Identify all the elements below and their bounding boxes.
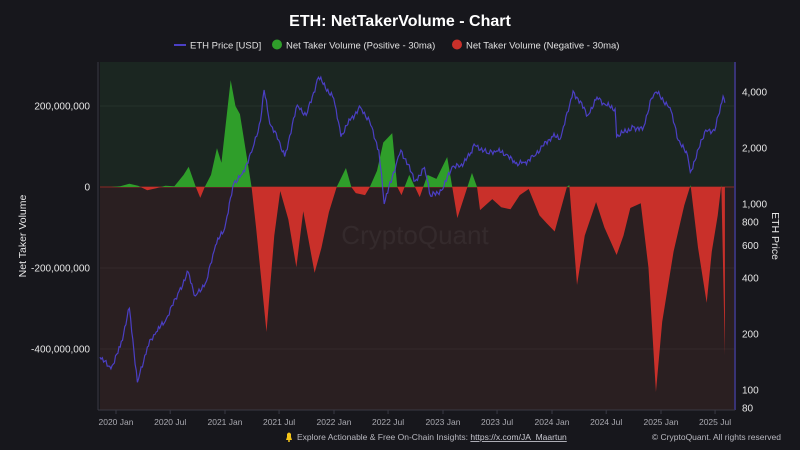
bell-icon	[286, 432, 292, 442]
positive-dot-icon	[272, 39, 282, 50]
x-axis-ticks: 2020 Jan 2020 Jul 2021 Jan 2021 Jul 2022 Jan…	[99, 410, 731, 427]
legend-item-positive[interactable]: Net Taker Volume (Positive - 30ma)	[272, 39, 435, 52]
x-tick-label: 2021 Jan	[208, 417, 243, 427]
eth-price-line	[99, 75, 726, 383]
legend-label-positive: Net Taker Volume (Positive - 30ma)	[286, 41, 435, 52]
legend-item-price[interactable]: ETH Price [USD]	[174, 41, 261, 52]
negative-volume-area	[99, 187, 725, 392]
left-axis-ticks: 200,000,000 0 -200,000,000 -400,000,000	[31, 102, 90, 356]
x-tick-label: 2024 Jul	[590, 417, 622, 427]
footer: Explore Actionable & Free On-Chain Insig…	[286, 432, 781, 442]
legend-label-price: ETH Price [USD]	[190, 41, 261, 52]
left-tick-label: -400,000,000	[31, 345, 90, 356]
right-tick-label: 100	[742, 386, 759, 397]
positive-zone	[100, 62, 734, 187]
legend-item-negative[interactable]: Net Taker Volume (Negative - 30ma)	[452, 39, 619, 52]
right-tick-label: 2,000	[742, 144, 767, 155]
right-tick-label: 800	[742, 218, 759, 229]
watermark: CryptoQuant	[341, 220, 489, 250]
right-axis-title: ETH Price	[769, 212, 781, 260]
legend: ETH Price [USD] Net Taker Volume (Positi…	[174, 39, 619, 52]
left-tick-label: -200,000,000	[31, 264, 90, 275]
footer-copyright: © CryptoQuant. All rights reserved	[652, 432, 781, 442]
negative-dot-icon	[452, 39, 462, 50]
x-tick-label: 2025 Jul	[699, 417, 731, 427]
positive-volume-area	[99, 80, 725, 187]
footer-promo-link[interactable]: https://x.com/JA_Maartun	[470, 432, 567, 442]
negative-zone	[100, 187, 734, 410]
left-tick-label: 200,000,000	[34, 102, 90, 113]
x-tick-label: 2025 Jan	[644, 417, 679, 427]
right-tick-label: 200	[742, 330, 759, 341]
chart-title: ETH: NetTakerVolume - Chart	[289, 13, 511, 30]
footer-promo-text: Explore Actionable & Free On-Chain Insig…	[297, 432, 470, 442]
x-tick-label: 2021 Jul	[263, 417, 295, 427]
right-tick-label: 4,000	[742, 88, 767, 99]
footer-promo: Explore Actionable & Free On-Chain Insig…	[297, 432, 567, 442]
right-tick-label: 80	[742, 404, 754, 415]
right-tick-label: 600	[742, 241, 759, 252]
x-tick-label: 2022 Jul	[372, 417, 404, 427]
x-tick-label: 2020 Jul	[154, 417, 186, 427]
x-tick-label: 2022 Jan	[317, 417, 352, 427]
legend-label-negative: Net Taker Volume (Negative - 30ma)	[466, 41, 619, 52]
x-tick-label: 2023 Jan	[426, 417, 461, 427]
x-tick-label: 2024 Jan	[535, 417, 570, 427]
x-tick-label: 2023 Jul	[481, 417, 513, 427]
right-axis-ticks: 4,000 2,000 1,000 800 600 400 200 100 80	[742, 88, 767, 415]
left-axis-title: Net Taker Volume	[17, 195, 29, 278]
x-tick-label: 2020 Jan	[99, 417, 134, 427]
right-tick-label: 1,000	[742, 200, 767, 211]
right-tick-label: 400	[742, 274, 759, 285]
left-tick-label: 0	[84, 183, 90, 194]
